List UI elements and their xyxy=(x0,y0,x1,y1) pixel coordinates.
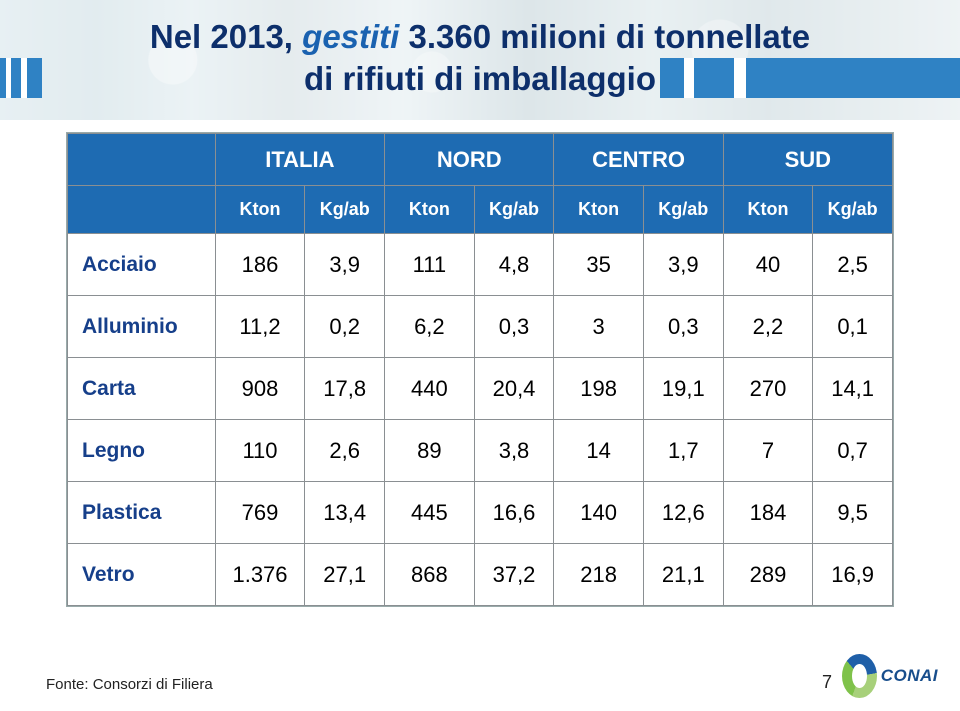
table-row: Legno1102,6893,8141,770,7 xyxy=(68,420,893,482)
title-rest: 3.360 milioni di tonnellate xyxy=(399,18,810,55)
cell-kgab: 9,5 xyxy=(813,482,893,544)
cell-kgab: 0,7 xyxy=(813,420,893,482)
logo-text: CONAI xyxy=(881,666,938,686)
header-group: ITALIA xyxy=(215,134,384,186)
header-sub: Kg/ab xyxy=(813,186,893,234)
cell-kton: 868 xyxy=(385,544,475,606)
header-group: SUD xyxy=(723,134,892,186)
header-sub: Kton xyxy=(215,186,305,234)
cell-kton: 2,2 xyxy=(723,296,813,358)
table-row: Alluminio11,20,26,20,330,32,20,1 xyxy=(68,296,893,358)
cell-kton: 7 xyxy=(723,420,813,482)
table-header-groups: ITALIA NORD CENTRO SUD xyxy=(68,134,893,186)
cell-kton: 6,2 xyxy=(385,296,475,358)
cell-kton: 140 xyxy=(554,482,644,544)
row-label: Alluminio xyxy=(68,296,216,358)
cell-kton: 40 xyxy=(723,234,813,296)
title-line1: Nel 2013, gestiti 3.360 milioni di tonne… xyxy=(150,18,810,55)
cell-kgab: 3,8 xyxy=(474,420,554,482)
cell-kgab: 17,8 xyxy=(305,358,385,420)
cell-kgab: 12,6 xyxy=(643,482,723,544)
cell-kgab: 19,1 xyxy=(643,358,723,420)
slide: Nel 2013, gestiti 3.360 milioni di tonne… xyxy=(0,0,960,711)
row-label: Acciaio xyxy=(68,234,216,296)
row-label: Plastica xyxy=(68,482,216,544)
cell-kgab: 16,9 xyxy=(813,544,893,606)
cell-kton: 1.376 xyxy=(215,544,305,606)
accent-bars-left xyxy=(0,58,42,98)
cell-kgab: 1,7 xyxy=(643,420,723,482)
cell-kgab: 0,3 xyxy=(643,296,723,358)
cell-kgab: 2,6 xyxy=(305,420,385,482)
table-row: Plastica76913,444516,614012,61849,5 xyxy=(68,482,893,544)
data-table-wrap: ITALIA NORD CENTRO SUD Kton Kg/ab Kton K… xyxy=(66,132,894,607)
footer-source: Fonte: Consorzi di Filiera xyxy=(46,676,213,693)
cell-kton: 89 xyxy=(385,420,475,482)
cell-kton: 11,2 xyxy=(215,296,305,358)
slide-title: Nel 2013, gestiti 3.360 milioni di tonne… xyxy=(50,18,910,98)
cell-kgab: 0,2 xyxy=(305,296,385,358)
cell-kton: 769 xyxy=(215,482,305,544)
cell-kton: 35 xyxy=(554,234,644,296)
table-header-subcols: Kton Kg/ab Kton Kg/ab Kton Kg/ab Kton Kg… xyxy=(68,186,893,234)
cell-kgab: 14,1 xyxy=(813,358,893,420)
cell-kgab: 2,5 xyxy=(813,234,893,296)
row-label: Vetro xyxy=(68,544,216,606)
cell-kton: 445 xyxy=(385,482,475,544)
cell-kton: 111 xyxy=(385,234,475,296)
data-table: ITALIA NORD CENTRO SUD Kton Kg/ab Kton K… xyxy=(67,133,893,606)
table-row: Acciaio1863,91114,8353,9402,5 xyxy=(68,234,893,296)
logo: CONAI xyxy=(842,649,938,703)
header-sub: Kg/ab xyxy=(305,186,385,234)
title-line2: di rifiuti di imballaggio xyxy=(50,60,910,98)
cell-kton: 218 xyxy=(554,544,644,606)
header-sub: Kg/ab xyxy=(643,186,723,234)
cell-kton: 198 xyxy=(554,358,644,420)
header-sub: Kton xyxy=(554,186,644,234)
table-row: Vetro1.37627,186837,221821,128916,9 xyxy=(68,544,893,606)
header-blank xyxy=(68,134,216,186)
cell-kton: 186 xyxy=(215,234,305,296)
cell-kton: 440 xyxy=(385,358,475,420)
header-sub: Kg/ab xyxy=(474,186,554,234)
header-sub: Kton xyxy=(723,186,813,234)
header-group: NORD xyxy=(385,134,554,186)
cell-kgab: 27,1 xyxy=(305,544,385,606)
cell-kgab: 37,2 xyxy=(474,544,554,606)
cell-kton: 110 xyxy=(215,420,305,482)
cell-kgab: 0,3 xyxy=(474,296,554,358)
header-sub: Kton xyxy=(385,186,475,234)
cell-kgab: 4,8 xyxy=(474,234,554,296)
row-label: Carta xyxy=(68,358,216,420)
page-number: 7 xyxy=(822,672,832,693)
header-blank xyxy=(68,186,216,234)
cell-kton: 908 xyxy=(215,358,305,420)
cell-kgab: 20,4 xyxy=(474,358,554,420)
cell-kgab: 21,1 xyxy=(643,544,723,606)
table-row: Carta90817,844020,419819,127014,1 xyxy=(68,358,893,420)
title-emphasis: gestiti xyxy=(302,18,399,55)
table-body: Acciaio1863,91114,8353,9402,5Alluminio11… xyxy=(68,234,893,606)
header-group: CENTRO xyxy=(554,134,723,186)
cell-kton: 289 xyxy=(723,544,813,606)
cell-kgab: 13,4 xyxy=(305,482,385,544)
row-label: Legno xyxy=(68,420,216,482)
cell-kgab: 0,1 xyxy=(813,296,893,358)
cell-kton: 3 xyxy=(554,296,644,358)
cell-kgab: 3,9 xyxy=(643,234,723,296)
cell-kton: 270 xyxy=(723,358,813,420)
cell-kton: 184 xyxy=(723,482,813,544)
logo-swirl-icon xyxy=(842,654,877,698)
cell-kgab: 3,9 xyxy=(305,234,385,296)
title-prefix: Nel 2013, xyxy=(150,18,302,55)
cell-kgab: 16,6 xyxy=(474,482,554,544)
cell-kton: 14 xyxy=(554,420,644,482)
